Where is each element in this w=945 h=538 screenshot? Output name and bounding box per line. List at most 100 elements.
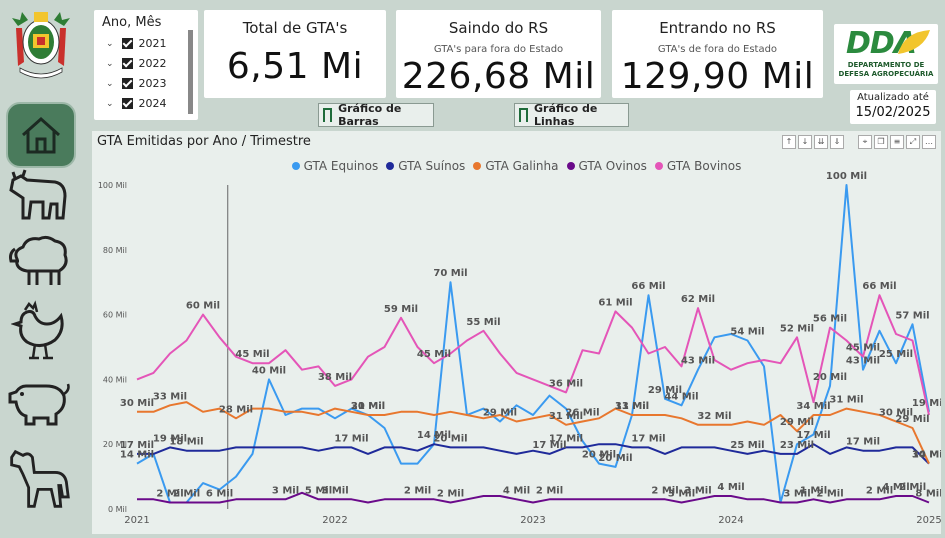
drill-down-icon[interactable]: ⇊ (814, 135, 828, 149)
chevron-down-icon[interactable]: ⌄ (106, 38, 114, 49)
slicer-item-2023[interactable]: ⌄ 2023 (106, 77, 167, 90)
data-label: 25 Mil (730, 440, 764, 451)
data-label: 29 Mil (648, 385, 682, 396)
bookmark-icon (519, 108, 529, 122)
nav-home[interactable] (6, 102, 76, 168)
data-label: 100 Mil (826, 171, 867, 182)
data-label: 2 Mil (651, 485, 678, 496)
data-label: 25 Mil (879, 349, 913, 360)
year-month-slicer[interactable]: Ano, Mês ⌄ 2021 ⌄ 2022 ⌄ 2023 ⌄ 2024 (94, 10, 198, 120)
data-label: 2 Mil (899, 482, 926, 493)
data-label: 4 Mil (717, 482, 744, 493)
updated-label: Atualizado até (857, 92, 929, 103)
data-label: 2 Mil (866, 485, 893, 496)
data-label: 17 Mil (549, 433, 583, 444)
data-label: 20 Mil (433, 433, 467, 444)
kpi-value: 6,51 Mi (226, 46, 364, 87)
slicer-item-2022[interactable]: ⌄ 2022 (106, 57, 167, 70)
copy-icon[interactable]: ❐ (874, 135, 888, 149)
data-label: 2 Mil (404, 485, 431, 496)
data-label: 4 Mil (503, 485, 530, 496)
kpi-subtitle: GTA's de fora do Estado (657, 44, 778, 55)
sidebar (0, 0, 88, 538)
data-label: 38 Mil (318, 372, 352, 383)
pin-icon[interactable]: ⌖ (858, 135, 872, 149)
legend-item-equinos[interactable]: GTA Equinos (291, 159, 378, 173)
series-line-4 (136, 294, 930, 416)
data-label: 17 Mil (334, 433, 368, 444)
chevron-down-icon[interactable]: ⌄ (106, 58, 114, 69)
nav-chicken[interactable] (6, 300, 72, 362)
nav-sheep[interactable] (6, 229, 72, 291)
chevron-down-icon[interactable]: ⌄ (106, 98, 114, 109)
checkbox-checked-icon[interactable] (121, 38, 133, 49)
y-tick-label: 40 Mil (103, 375, 127, 384)
line-chart-button[interactable]: Gráfico de Linhas (514, 102, 629, 128)
data-label: 66 Mil (631, 281, 665, 292)
data-label: 20 Mil (351, 401, 385, 412)
data-label: 33 Mil (153, 391, 187, 402)
slicer-item-2024[interactable]: ⌄ 2024 (106, 97, 167, 110)
data-label: 43 Mil (681, 356, 715, 367)
data-label: 17 Mil (120, 440, 154, 451)
legend-item-galinha[interactable]: GTA Galinha (473, 159, 559, 173)
leaf-icon (898, 30, 930, 54)
nav-cattle[interactable] (6, 166, 72, 228)
data-label: 70 Mil (433, 268, 467, 279)
checkbox-checked-icon[interactable] (121, 58, 133, 69)
data-label: 17 Mil (631, 433, 665, 444)
data-label: 34 Mil (796, 401, 830, 412)
chart-title: GTA Emitidas por Ano / Trimestre (97, 134, 311, 149)
series-line-0 (136, 184, 930, 504)
legend-marker-icon (291, 162, 300, 170)
checkbox-checked-icon[interactable] (121, 78, 133, 89)
data-label: 62 Mil (681, 294, 715, 305)
data-label: 3 Mil (668, 489, 695, 500)
slicer-scrollbar[interactable] (188, 30, 193, 114)
y-tick-label: 20 Mil (103, 440, 127, 449)
kpi-saindo-rs: Saindo do RS GTA's para fora do Estado 2… (396, 10, 601, 98)
data-label: 56 Mil (813, 314, 847, 325)
data-label: 17 Mil (796, 430, 830, 441)
legend-item-suinos[interactable]: GTA Suínos (386, 159, 465, 173)
bar-chart-button[interactable]: Gráfico de Barras (318, 102, 434, 128)
x-tick-label: 2023 (520, 515, 545, 526)
sheep-icon (9, 235, 68, 285)
data-label: 4 Mil (882, 482, 909, 493)
data-label: 2 Mil (437, 489, 464, 500)
dda-line2: DEFESA AGROPECUÁRIA (838, 70, 934, 78)
data-label: 28 Mil (219, 404, 253, 415)
nav-pig[interactable] (6, 372, 72, 434)
sort-down-icon[interactable]: ↓ (798, 135, 812, 149)
data-label: 55 Mil (466, 317, 500, 328)
bookmark-icon (323, 108, 333, 122)
focus-mode-icon[interactable]: ⤢ (906, 135, 920, 149)
dda-logo: DDA DEPARTAMENTO DE DEFESA AGROPECUÁRIA (834, 24, 938, 84)
nav-horse[interactable] (6, 444, 72, 514)
x-tick-label: 2021 (124, 515, 149, 526)
kpi-entrando-rs: Entrando no RS GTA's de fora do Estado 1… (612, 10, 823, 98)
expand-hierarchy-icon[interactable]: ⇓ (830, 135, 844, 149)
legend-marker-icon (566, 162, 575, 170)
slicer-item-2021[interactable]: ⌄ 2021 (106, 37, 167, 50)
checkbox-checked-icon[interactable] (121, 98, 133, 109)
data-label: 20 Mil (813, 372, 847, 383)
data-label: 13 Mil (615, 401, 649, 412)
pig-icon (8, 383, 70, 426)
data-label: 66 Mil (862, 281, 896, 292)
data-label: 45 Mil (846, 343, 880, 354)
dda-line1: DEPARTAMENTO DE (847, 61, 925, 69)
data-label: 14 Mil (417, 430, 451, 441)
horse-icon (10, 449, 70, 508)
legend-item-bovinos[interactable]: GTA Bovinos (654, 159, 741, 173)
series-line-2 (137, 401, 930, 465)
legend-item-ovinos[interactable]: GTA Ovinos (566, 159, 647, 173)
more-options-icon[interactable]: … (922, 135, 936, 149)
chevron-down-icon[interactable]: ⌄ (106, 78, 114, 89)
line-chart[interactable]: 0 Mil 20 Mil 40 Mil 60 Mil 80 Mil 100 Mil 2021… (92, 131, 941, 534)
data-label: 29 Mil (483, 408, 517, 419)
data-label: 45 Mil (417, 349, 451, 360)
data-label: 3 Mil (783, 489, 810, 500)
sort-up-icon[interactable]: ↑ (782, 135, 796, 149)
filter-icon[interactable]: ≡ (890, 135, 904, 149)
